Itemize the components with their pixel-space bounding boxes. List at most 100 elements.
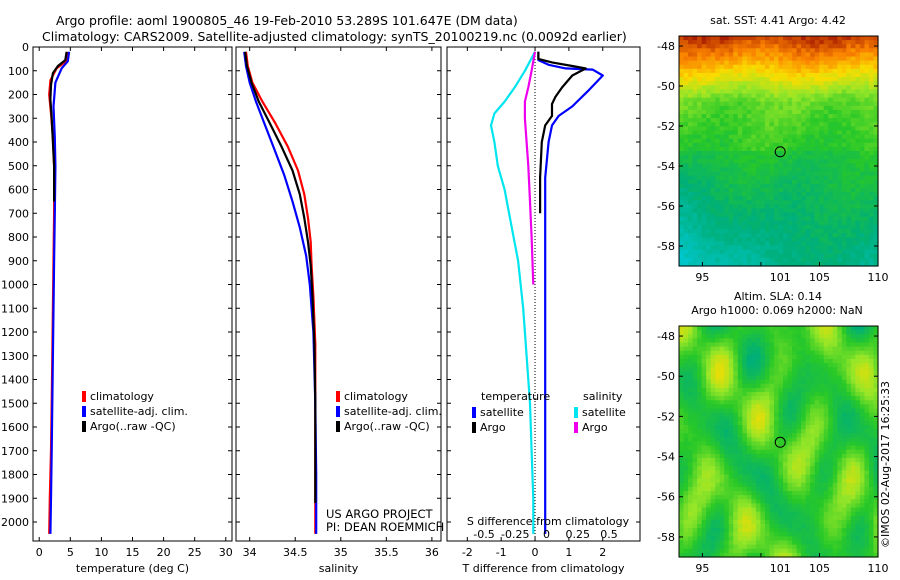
heatmap-cell: [873, 326, 879, 331]
heatmap-cell: [688, 196, 694, 201]
heatmap-cell: [832, 200, 838, 205]
heatmap-cell: [742, 68, 748, 74]
heatmap-cell: [697, 77, 703, 82]
heatmap-cell: [796, 528, 802, 533]
heatmap-cell: [796, 134, 802, 140]
heatmap-cell: [710, 441, 716, 447]
heatmap-cell: [706, 478, 712, 484]
heatmap-cell: [778, 175, 784, 181]
heatmap-cell: [701, 212, 707, 218]
heatmap-cell: [710, 81, 716, 86]
heatmap-cell: [742, 507, 748, 513]
heatmap-cell: [868, 495, 875, 500]
heatmap-cell: [710, 175, 716, 181]
heatmap-cell: [796, 200, 802, 205]
heatmap-cell: [819, 354, 825, 360]
heatmap-cell: [764, 167, 771, 173]
heatmap-cell: [746, 93, 752, 99]
heatmap-cell: [769, 466, 775, 471]
heatmap-cell: [760, 383, 766, 389]
heatmap-cell: [764, 163, 771, 169]
heatmap-cell: [697, 350, 703, 356]
heatmap-cell: [805, 68, 811, 74]
heatmap-cell: [792, 449, 798, 455]
heatmap-cell: [701, 192, 707, 197]
heatmap-cell: [710, 118, 716, 123]
heatmap-cell: [701, 396, 707, 401]
heatmap-cell: [728, 114, 734, 119]
heatmap-cell: [733, 81, 739, 86]
heatmap-cell: [855, 40, 861, 45]
heatmap-cell: [841, 491, 847, 496]
heatmap-cell: [841, 334, 847, 339]
heatmap-cell: [814, 93, 820, 99]
heatmap-cell: [823, 515, 829, 521]
heatmap-cell: [737, 72, 743, 78]
heatmap-cell: [823, 167, 829, 173]
heatmap-cell: [742, 253, 748, 259]
heatmap-cell: [792, 64, 798, 70]
heatmap-cell: [688, 261, 694, 267]
heatmap-cell: [868, 253, 875, 259]
heatmap-cell: [868, 241, 875, 247]
heatmap-cell: [778, 474, 784, 480]
heatmap-cell: [832, 342, 838, 348]
heatmap-cell: [787, 60, 793, 66]
heatmap-cell: [832, 224, 838, 230]
heatmap-cell: [846, 114, 852, 119]
heatmap-cell: [746, 159, 752, 164]
heatmap-cell: [828, 437, 834, 443]
heatmap-cell: [828, 528, 834, 533]
heatmap-cell: [769, 330, 775, 335]
heatmap-cell: [692, 495, 698, 500]
heatmap-cell: [837, 77, 843, 82]
heatmap-cell: [801, 354, 807, 360]
heatmap-cell: [697, 482, 703, 488]
heatmap-cell: [733, 97, 739, 103]
heatmap-cell: [864, 114, 870, 119]
heatmap-cell: [769, 241, 775, 247]
heatmap-cell: [724, 151, 730, 156]
heatmap-cell: [737, 208, 743, 214]
heatmap-cell: [764, 109, 771, 115]
heatmap-cell: [706, 93, 712, 99]
heatmap-cell: [679, 229, 685, 234]
heatmap-cell: [773, 425, 780, 430]
heatmap-cell: [823, 159, 829, 164]
heatmap-cell: [737, 77, 743, 82]
heatmap-cell: [706, 425, 712, 430]
heatmap-cell: [683, 196, 689, 201]
heatmap-cell: [868, 441, 875, 447]
heatmap-cell: [742, 105, 748, 111]
heatmap-cell: [692, 40, 698, 45]
heatmap-cell: [837, 330, 843, 335]
heatmap-cell: [796, 237, 802, 242]
heatmap-cell: [719, 229, 725, 234]
heatmap-cell: [755, 183, 762, 189]
heatmap-cell: [692, 532, 698, 537]
heatmap-cell: [801, 93, 807, 99]
heatmap-cell: [724, 396, 730, 401]
heatmap-cell: [728, 354, 734, 360]
heatmap-cell: [855, 466, 861, 471]
heatmap-cell: [823, 449, 829, 455]
heatmap-cell: [710, 105, 716, 111]
heatmap-cell: [683, 89, 689, 95]
heatmap-cell: [841, 462, 847, 467]
heatmap-cell: [783, 396, 789, 401]
heatmap-cell: [706, 404, 712, 410]
heatmap-cell: [792, 237, 798, 242]
heatmap-cell: [778, 212, 784, 218]
heatmap-cell: [864, 338, 870, 344]
heatmap-cell: [742, 81, 748, 86]
heatmap-cell: [819, 261, 825, 267]
heatmap-cell: [805, 105, 811, 111]
heatmap-cell: [688, 338, 694, 344]
heatmap-cell: [679, 470, 685, 476]
heatmap-cell: [746, 363, 752, 368]
heatmap-cell: [810, 396, 816, 401]
heatmap-cell: [715, 470, 721, 476]
heatmap-cell: [787, 416, 793, 422]
heatmap-cell: [724, 359, 730, 364]
heatmap-cell: [773, 379, 780, 385]
